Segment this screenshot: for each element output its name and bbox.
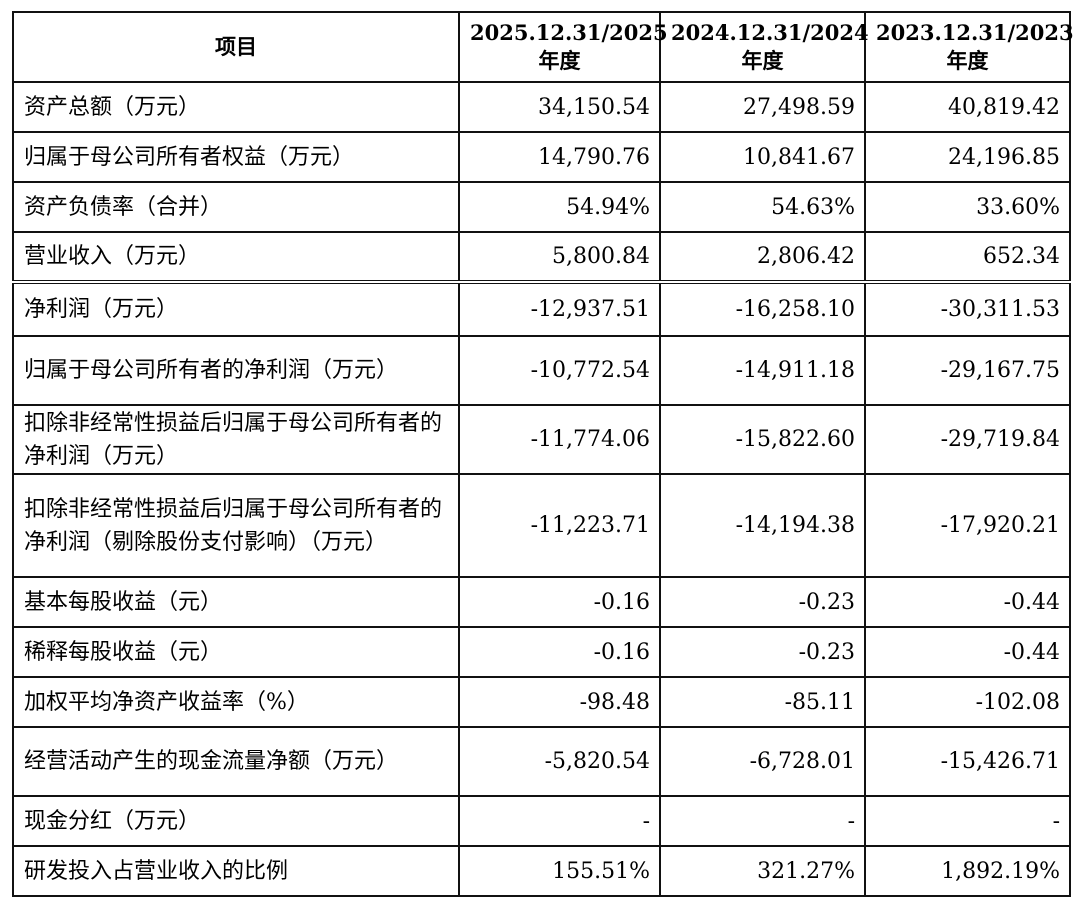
row-label: 资产负债率（合并） [12, 181, 460, 233]
table-row: 加权平均净资产收益率（%） -98.48 -85.11 -102.08 [12, 676, 1071, 728]
row-label: 经营活动产生的现金流量净额（万元） [12, 726, 460, 797]
value-2025: -0.16 [458, 626, 661, 678]
table-row: 研发投入占营业收入的比例 155.51% 321.27% 1,892.19% [12, 845, 1071, 897]
header-2025: 2025.12.31/2025 年度 [458, 11, 668, 83]
table-body: 资产总额（万元） 34,150.54 27,498.59 40,819.42 归… [12, 81, 1071, 897]
row-label: 扣除非经常性损益后归属于母公司所有者的净利润（剔除股份支付影响）（万元） [12, 473, 460, 578]
value-2025: -11,223.71 [458, 473, 661, 578]
table-row: 扣除非经常性损益后归属于母公司所有者的净利润（万元） -11,774.06 -1… [12, 404, 1071, 475]
row-label: 资产总额（万元） [12, 81, 460, 133]
value-2025: -11,774.06 [458, 404, 661, 475]
table-header: 项目 2025.12.31/2025 年度 2024.12.31/2024 年度… [12, 11, 1074, 83]
table-row: 经营活动产生的现金流量净额（万元） -5,820.54 -6,728.01 -1… [12, 726, 1071, 797]
table-row: 现金分红（万元） - - - [12, 795, 1071, 847]
value-2023: -0.44 [864, 626, 1071, 678]
header-2024-period: 2024.12.31/2024 [671, 20, 869, 45]
value-2025: - [458, 795, 661, 847]
row-label: 稀释每股收益（元） [12, 626, 460, 678]
row-label: 归属于母公司所有者权益（万元） [12, 131, 460, 183]
header-2024: 2024.12.31/2024 年度 [659, 11, 869, 83]
value-2025: -10,772.54 [458, 335, 661, 406]
header-2023: 2023.12.31/2023 年度 [864, 11, 1074, 83]
header-row: 项目 2025.12.31/2025 年度 2024.12.31/2024 年度… [12, 11, 1074, 83]
value-2025: 54.94% [458, 181, 661, 233]
value-2025: 14,790.76 [458, 131, 661, 183]
table-row: 营业收入（万元） 5,800.84 2,806.42 652.34 [12, 231, 1071, 283]
value-2023: - [864, 795, 1071, 847]
value-2025: -0.16 [458, 576, 661, 628]
row-label: 加权平均净资产收益率（%） [12, 676, 460, 728]
value-2024: 54.63% [659, 181, 866, 233]
table-row: 扣除非经常性损益后归属于母公司所有者的净利润（剔除股份支付影响）（万元） -11… [12, 473, 1071, 578]
row-label: 净利润（万元） [12, 280, 460, 337]
table-row: 稀释每股收益（元） -0.16 -0.23 -0.44 [12, 626, 1071, 678]
row-label: 营业收入（万元） [12, 231, 460, 283]
header-2023-suffix: 年度 [946, 48, 989, 73]
value-2025: -12,937.51 [458, 280, 661, 337]
value-2024: 2,806.42 [659, 231, 866, 283]
value-2023: 1,892.19% [864, 845, 1071, 897]
header-2024-suffix: 年度 [741, 48, 784, 73]
value-2023: 652.34 [864, 231, 1071, 283]
value-2025: 5,800.84 [458, 231, 661, 283]
header-2025-suffix: 年度 [538, 48, 581, 73]
value-2023: -29,719.84 [864, 404, 1071, 475]
value-2023: 40,819.42 [864, 81, 1071, 133]
value-2023: -30,311.53 [864, 280, 1071, 337]
value-2023: -29,167.75 [864, 335, 1071, 406]
value-2023: -17,920.21 [864, 473, 1071, 578]
value-2024: 27,498.59 [659, 81, 866, 133]
header-2025-period: 2025.12.31/2025 [470, 20, 668, 45]
value-2024: -0.23 [659, 626, 866, 678]
value-2023: -15,426.71 [864, 726, 1071, 797]
row-label: 研发投入占营业收入的比例 [12, 845, 460, 897]
header-item: 项目 [12, 11, 460, 83]
value-2025: 34,150.54 [458, 81, 661, 133]
value-2023: -0.44 [864, 576, 1071, 628]
value-2023: -102.08 [864, 676, 1071, 728]
table-row: 归属于母公司所有者权益（万元） 14,790.76 10,841.67 24,1… [12, 131, 1071, 183]
value-2024: -16,258.10 [659, 280, 866, 337]
value-2023: 24,196.85 [864, 131, 1071, 183]
value-2024: -85.11 [659, 676, 866, 728]
value-2024: 10,841.67 [659, 131, 866, 183]
value-2024: -14,194.38 [659, 473, 866, 578]
table-row: 资产总额（万元） 34,150.54 27,498.59 40,819.42 [12, 81, 1071, 133]
value-2023: 33.60% [864, 181, 1071, 233]
financial-indicators-table: 项目 2025.12.31/2025 年度 2024.12.31/2024 年度… [12, 11, 1074, 897]
value-2024: -6,728.01 [659, 726, 866, 797]
table-row: 净利润（万元） -12,937.51 -16,258.10 -30,311.53 [12, 280, 1071, 337]
value-2025: 155.51% [458, 845, 661, 897]
value-2024: - [659, 795, 866, 847]
value-2024: -15,822.60 [659, 404, 866, 475]
value-2024: 321.27% [659, 845, 866, 897]
table-row: 基本每股收益（元） -0.16 -0.23 -0.44 [12, 576, 1071, 628]
row-label: 扣除非经常性损益后归属于母公司所有者的净利润（万元） [12, 404, 460, 475]
table-row: 资产负债率（合并） 54.94% 54.63% 33.60% [12, 181, 1071, 233]
row-label: 基本每股收益（元） [12, 576, 460, 628]
value-2025: -98.48 [458, 676, 661, 728]
value-2024: -0.23 [659, 576, 866, 628]
row-label: 现金分红（万元） [12, 795, 460, 847]
header-2023-period: 2023.12.31/2023 [876, 20, 1074, 45]
table-row: 归属于母公司所有者的净利润（万元） -10,772.54 -14,911.18 … [12, 335, 1071, 406]
row-label: 归属于母公司所有者的净利润（万元） [12, 335, 460, 406]
value-2025: -5,820.54 [458, 726, 661, 797]
value-2024: -14,911.18 [659, 335, 866, 406]
